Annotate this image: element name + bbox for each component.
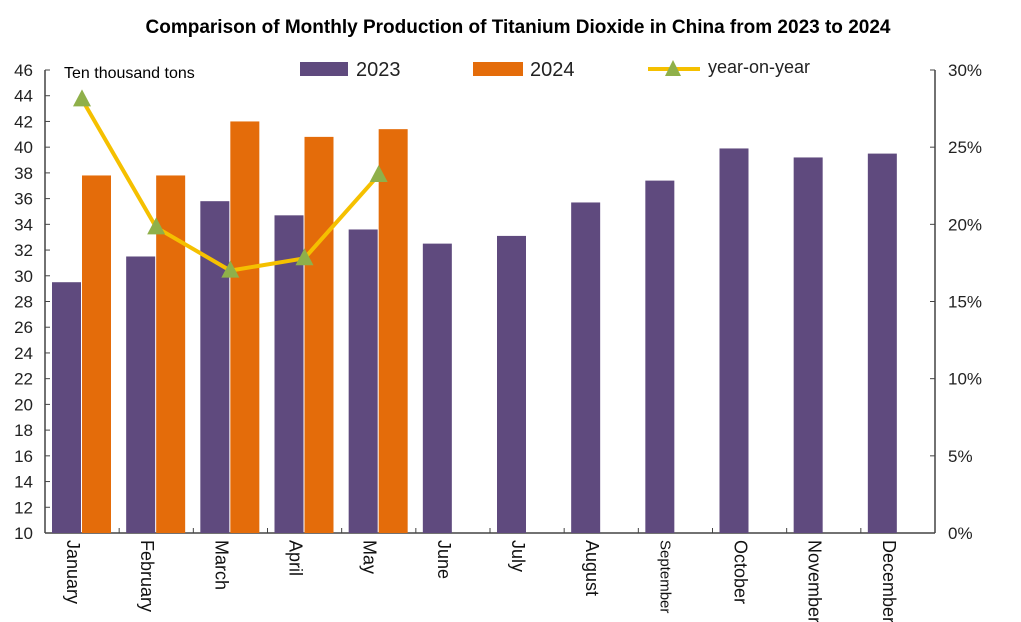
y-left-tick-label: 38: [14, 164, 33, 183]
y-left-tick-label: 24: [14, 344, 33, 363]
y-left-tick-label: 28: [14, 293, 33, 312]
y-left-tick-label: 34: [14, 215, 33, 234]
x-tick-label-september: September: [656, 540, 673, 613]
legend: 2023 2024 year-on-year: [300, 57, 810, 81]
bar-2024-may: [378, 129, 408, 533]
y-left-tick-label: 16: [14, 447, 33, 466]
x-tick-label-february: February: [137, 540, 157, 612]
legend-swatch-2024: [473, 62, 523, 76]
y-right-tick-label: 0%: [948, 524, 973, 543]
bar-2024-april: [304, 136, 334, 533]
y-left-tick-label: 22: [14, 370, 33, 389]
y-right-tick-label: 15%: [948, 293, 982, 312]
bar-2023-september: [645, 180, 675, 533]
y-left-tick-label: 46: [14, 61, 33, 80]
bar-2023-october: [719, 148, 749, 534]
x-tick-label-march: March: [211, 540, 231, 590]
x-tick-label-may: May: [360, 540, 380, 574]
y-left-tick-label: 18: [14, 421, 33, 440]
bar-2023-december: [867, 153, 897, 533]
y-right-tick-label: 20%: [948, 215, 982, 234]
legend-swatch-2023: [300, 62, 348, 76]
y-left-tick-label: 44: [14, 87, 33, 106]
yoy-marker-february: [147, 217, 166, 235]
chart-title: Comparison of Monthly Production of Tita…: [146, 17, 891, 38]
unit-label: Ten thousand tons: [64, 65, 195, 82]
legend-label-2023: 2023: [356, 59, 401, 81]
x-tick-label-august: August: [582, 540, 602, 596]
y-left-tick-label: 12: [14, 498, 33, 517]
y-left-tick-label: 14: [14, 473, 33, 492]
yoy-marker-may: [369, 164, 388, 182]
bar-2023-november: [793, 157, 823, 533]
bar-2023-august: [571, 202, 601, 533]
y-left-tick-label: 40: [14, 138, 33, 157]
bar-2023-july: [497, 235, 526, 534]
x-tick-label-december: December: [879, 540, 899, 622]
legend-label-yoy: year-on-year: [708, 57, 810, 77]
bar-2023-january: [52, 282, 81, 533]
y-left-tick-label: 32: [14, 241, 33, 260]
x-tick-label-june: June: [434, 540, 454, 579]
x-tick-label-october: October: [731, 540, 751, 604]
y-left-tick-label: 26: [14, 318, 33, 337]
y-right-tick-label: 30%: [948, 61, 982, 80]
bar-2023-march: [200, 201, 230, 533]
yoy-marker-january: [73, 89, 91, 107]
y-left-tick-label: 36: [14, 190, 33, 209]
y-left-tick-label: 30: [14, 267, 33, 286]
yoy-marker-april: [295, 248, 314, 266]
x-tick-label-july: July: [508, 540, 528, 572]
legend-marker-yoy: [665, 60, 681, 76]
bar-2023-april: [274, 215, 304, 533]
bar-2024-january: [82, 175, 111, 533]
bar-2024-march: [230, 121, 260, 533]
x-tick-label-january: January: [63, 540, 83, 604]
legend-label-2024: 2024: [530, 59, 575, 81]
y-left-tick-label: 20: [14, 395, 33, 414]
y-left-tick-label: 42: [14, 112, 33, 131]
bar-2023-may: [348, 229, 378, 533]
yoy-marker-march: [221, 260, 240, 278]
x-tick-label-april: April: [286, 540, 306, 576]
y-left-tick-label: 10: [14, 524, 33, 543]
bar-2023-february: [126, 256, 156, 533]
y-right-tick-label: 25%: [948, 138, 982, 157]
y-right-tick-label: 5%: [948, 447, 973, 466]
bar-2023-june: [422, 243, 452, 533]
x-tick-label-november: November: [805, 540, 825, 622]
y-right-tick-label: 10%: [948, 370, 982, 389]
